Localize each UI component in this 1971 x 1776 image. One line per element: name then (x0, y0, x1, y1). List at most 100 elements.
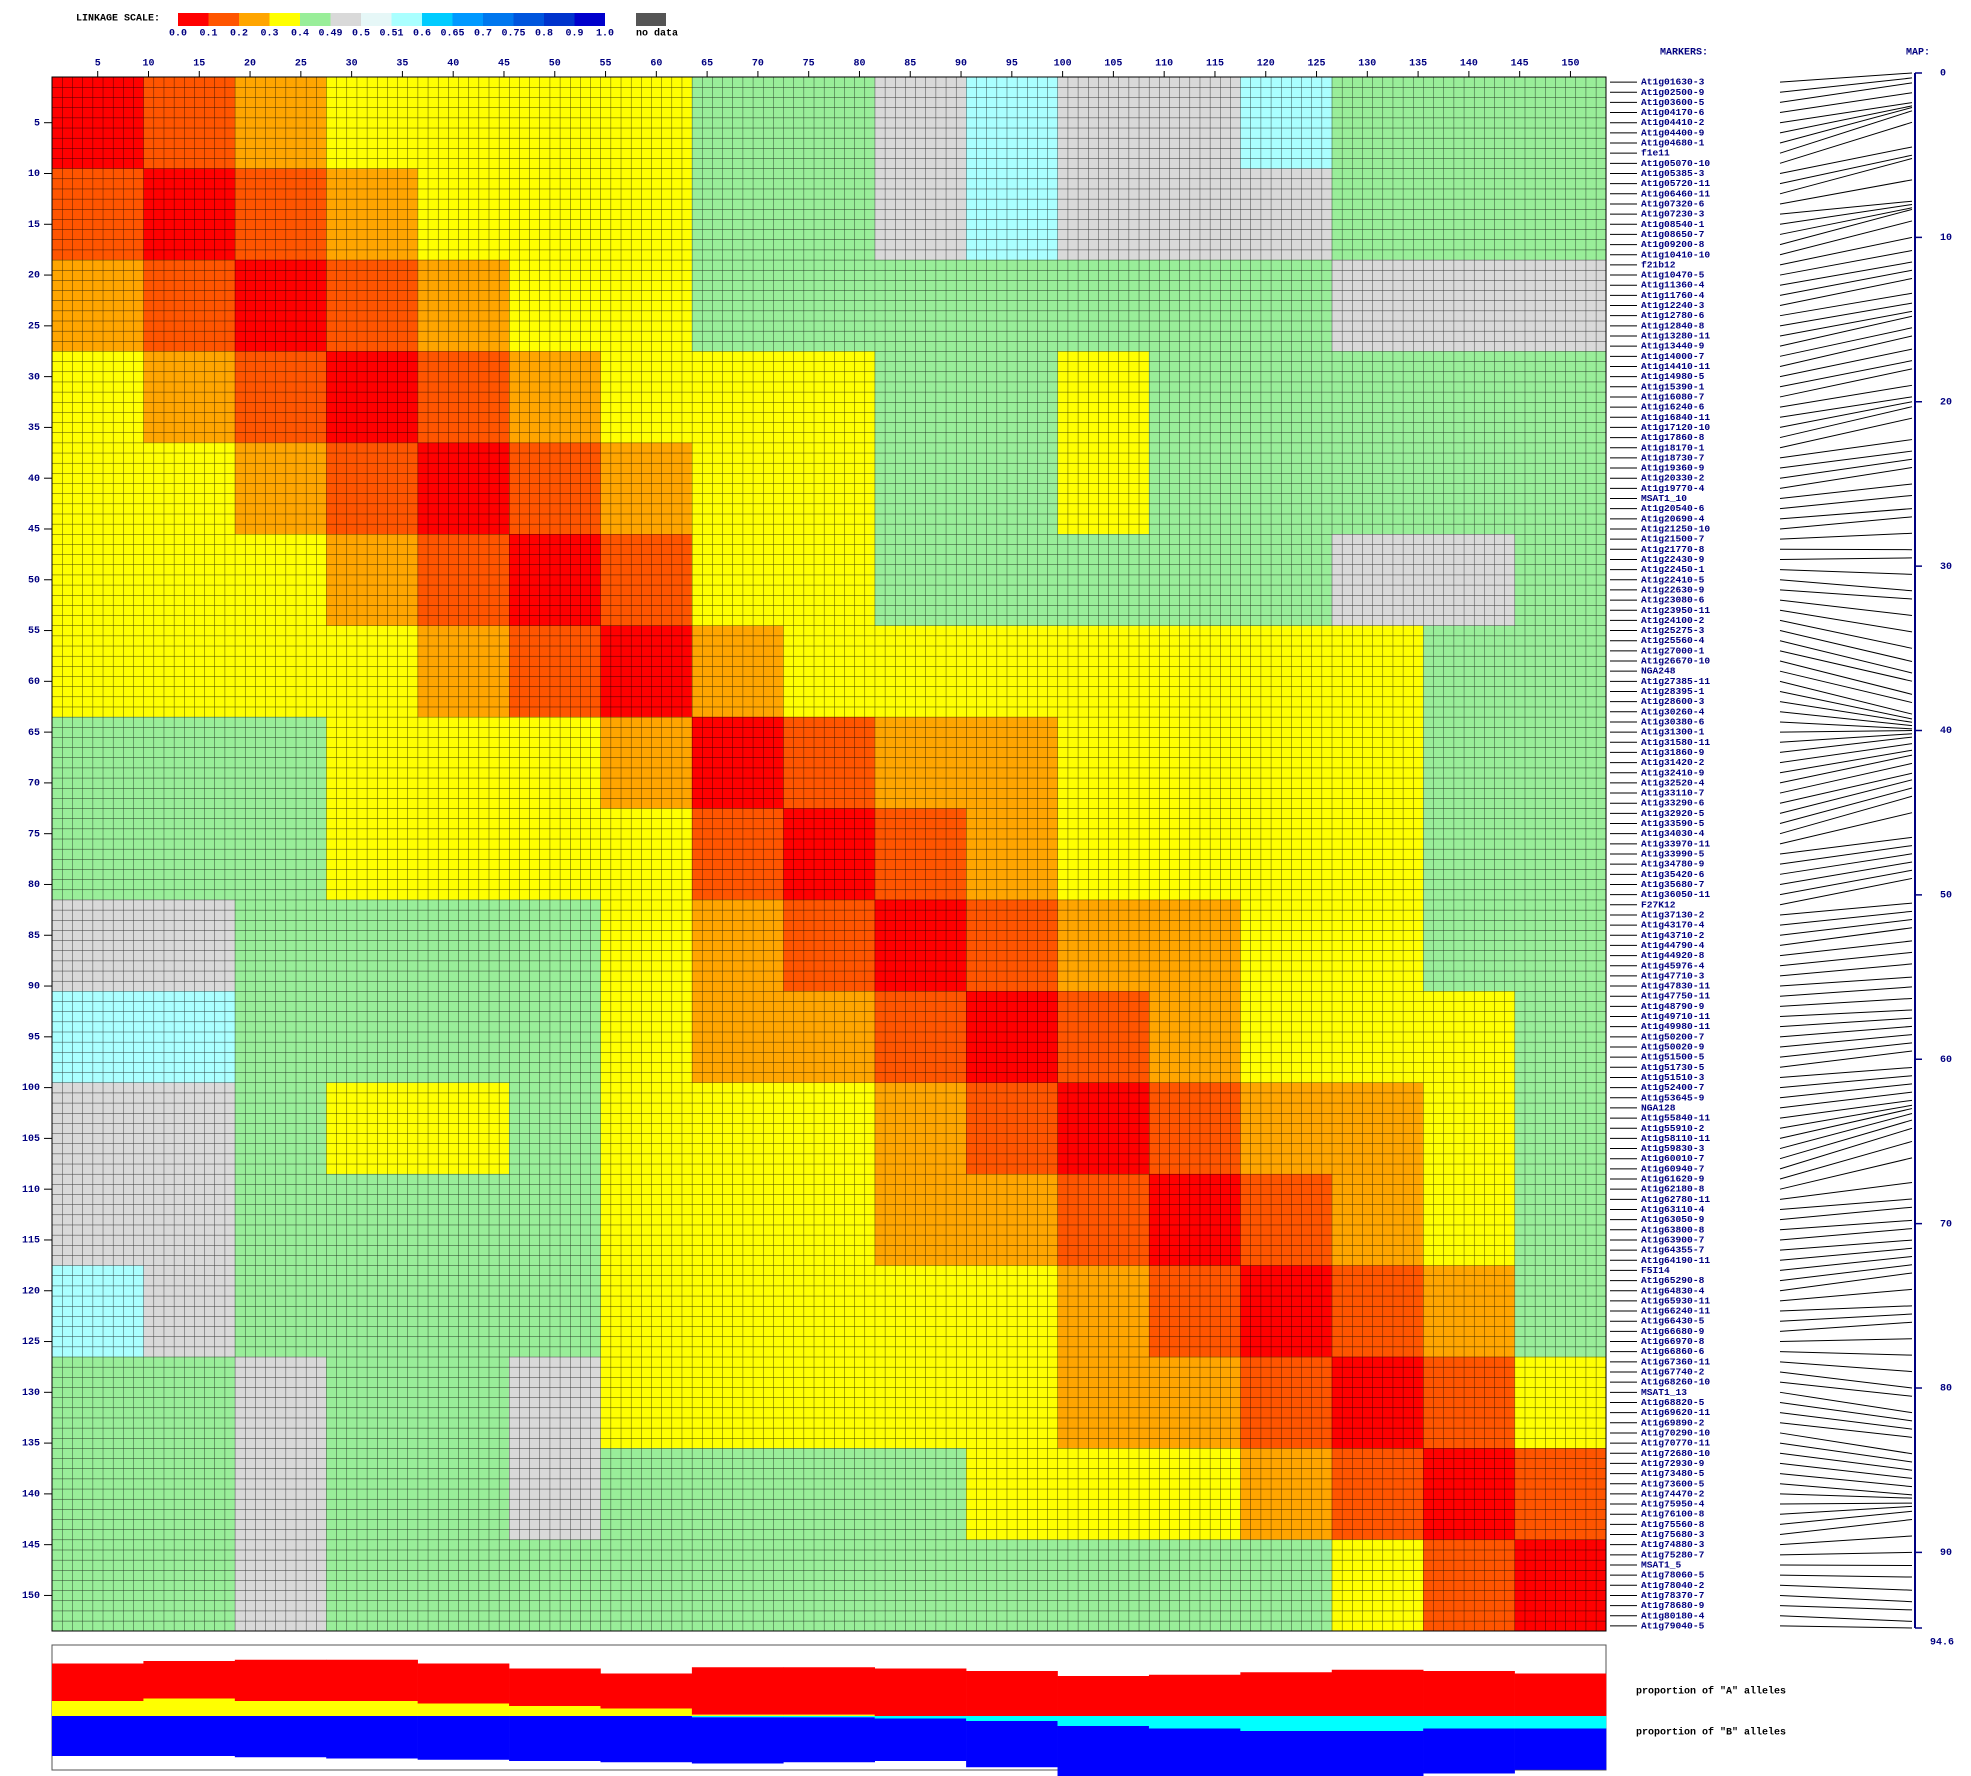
map-link (1779, 269, 1913, 296)
map-link (1779, 836, 1913, 855)
map-link (1779, 292, 1913, 317)
map-link (1779, 458, 1913, 479)
marker-label: At1g75680-3 (1641, 1529, 1705, 1540)
map-tick-label: 70 (1940, 1219, 1952, 1230)
allele-het (326, 1701, 418, 1716)
marker-label: At1g24100-2 (1641, 615, 1705, 626)
map-link (1779, 1584, 1913, 1591)
map-tick-label: 94.6 (1930, 1638, 1954, 1649)
allele-a (1423, 1671, 1515, 1716)
scale-tick-label: 0.2 (230, 29, 248, 40)
map-link (1779, 327, 1913, 357)
y-tick-label: 70 (28, 779, 40, 790)
map-link (1779, 1127, 1913, 1170)
map-link (1779, 691, 1913, 720)
marker-label: At1g67360-11 (1641, 1356, 1710, 1367)
marker-label: At1g07320-6 (1641, 198, 1705, 209)
map-link (1779, 1119, 1913, 1160)
marker-label: At1g32410-9 (1641, 767, 1705, 778)
marker-label: At1g33970-11 (1641, 838, 1710, 849)
map-tick-label: 80 (1940, 1384, 1952, 1395)
marker-label: At1g17120-10 (1641, 422, 1710, 433)
map-link (1779, 963, 1913, 977)
allele-a (966, 1671, 1058, 1716)
marker-label: At1g23950-11 (1641, 605, 1710, 616)
no-data-label: no data (636, 28, 678, 40)
map-link (1779, 1017, 1913, 1028)
allele-a (509, 1668, 601, 1706)
map-link (1779, 1083, 1913, 1099)
allele-b-light (966, 1716, 1058, 1721)
marker-label: At1g08650-7 (1641, 229, 1705, 240)
allele-a (691, 1667, 784, 1715)
marker-label: f21b12 (1641, 259, 1676, 270)
marker-label: At1g28395-1 (1641, 686, 1705, 697)
allele-b-light (1331, 1716, 1424, 1731)
marker-label: At1g43710-2 (1641, 930, 1705, 941)
x-tick-label: 40 (447, 59, 459, 70)
map-link (1779, 1381, 1913, 1397)
x-tick-label: 65 (701, 59, 713, 70)
marker-label: At1g15390-1 (1641, 381, 1705, 392)
marker-label: At1g60940-7 (1641, 1163, 1705, 1174)
marker-label: At1g80180-4 (1641, 1610, 1705, 1621)
scale-title: LINKAGE SCALE: (76, 14, 160, 25)
marker-label: At1g34030-4 (1641, 828, 1705, 839)
marker-label: At1g44920-8 (1641, 950, 1705, 961)
map-link (1779, 208, 1913, 246)
scale-tick-label: 0.1 (199, 29, 217, 40)
scale-tick-label: 0.3 (260, 29, 278, 40)
marker-label: At1g22450-1 (1641, 564, 1705, 575)
marker-label: At1g18170-1 (1641, 442, 1705, 453)
map-link (1779, 82, 1913, 103)
allele-b (509, 1716, 601, 1761)
marker-label: At1g33110-7 (1641, 788, 1705, 799)
allele-b-light (1514, 1716, 1607, 1729)
marker-label: At1g11760-4 (1641, 290, 1705, 301)
x-tick-label: 120 (1257, 59, 1275, 70)
map-link (1779, 640, 1913, 674)
allele-b (417, 1716, 510, 1760)
map-link (1779, 1462, 1913, 1479)
map-tick-label: 10 (1940, 233, 1952, 244)
marker-label: At1g61620-9 (1641, 1174, 1705, 1185)
allele-b (143, 1716, 236, 1756)
x-tick-label: 10 (142, 59, 154, 70)
marker-label: At1g45976-4 (1641, 960, 1705, 971)
allele-b (1057, 1726, 1150, 1776)
marker-label: At1g68260-10 (1641, 1377, 1710, 1388)
x-tick-label: 60 (650, 59, 662, 70)
scale-tick-label: 0.8 (535, 29, 553, 40)
y-tick-label: 145 (22, 1540, 40, 1551)
allele-a (1331, 1669, 1424, 1716)
y-tick-label: 135 (22, 1439, 40, 1450)
map-link (1779, 749, 1913, 774)
x-tick-label: 145 (1511, 59, 1529, 70)
allele-b (1148, 1728, 1241, 1776)
marker-label: At1g66860-6 (1641, 1346, 1705, 1357)
marker-label: At1g64355-7 (1641, 1245, 1705, 1256)
allele-a (143, 1661, 236, 1699)
map-link (1779, 1505, 1913, 1515)
marker-label: At1g62780-11 (1641, 1194, 1710, 1205)
marker-label: At1g63900-7 (1641, 1234, 1705, 1245)
map-link (1779, 877, 1913, 906)
marker-label: At1g75280-7 (1641, 1549, 1705, 1560)
allele-a (326, 1659, 418, 1701)
marker-label: F5I14 (1641, 1265, 1670, 1276)
map-tick-label: 30 (1940, 562, 1952, 573)
marker-label: At1g33590-5 (1641, 818, 1705, 829)
map-link (1779, 730, 1913, 733)
map-link (1779, 439, 1913, 459)
x-tick-label: 70 (752, 59, 764, 70)
marker-label: At1g51730-5 (1641, 1062, 1705, 1073)
marker-label: At1g12780-6 (1641, 310, 1705, 321)
map-link (1779, 1605, 1913, 1611)
map-link (1779, 919, 1913, 936)
map-link (1779, 1432, 1913, 1455)
map-link (1779, 200, 1913, 215)
marker-label: At1g13440-9 (1641, 341, 1705, 352)
marker-label: At1g20690-4 (1641, 513, 1705, 524)
map-link (1779, 1321, 1913, 1332)
